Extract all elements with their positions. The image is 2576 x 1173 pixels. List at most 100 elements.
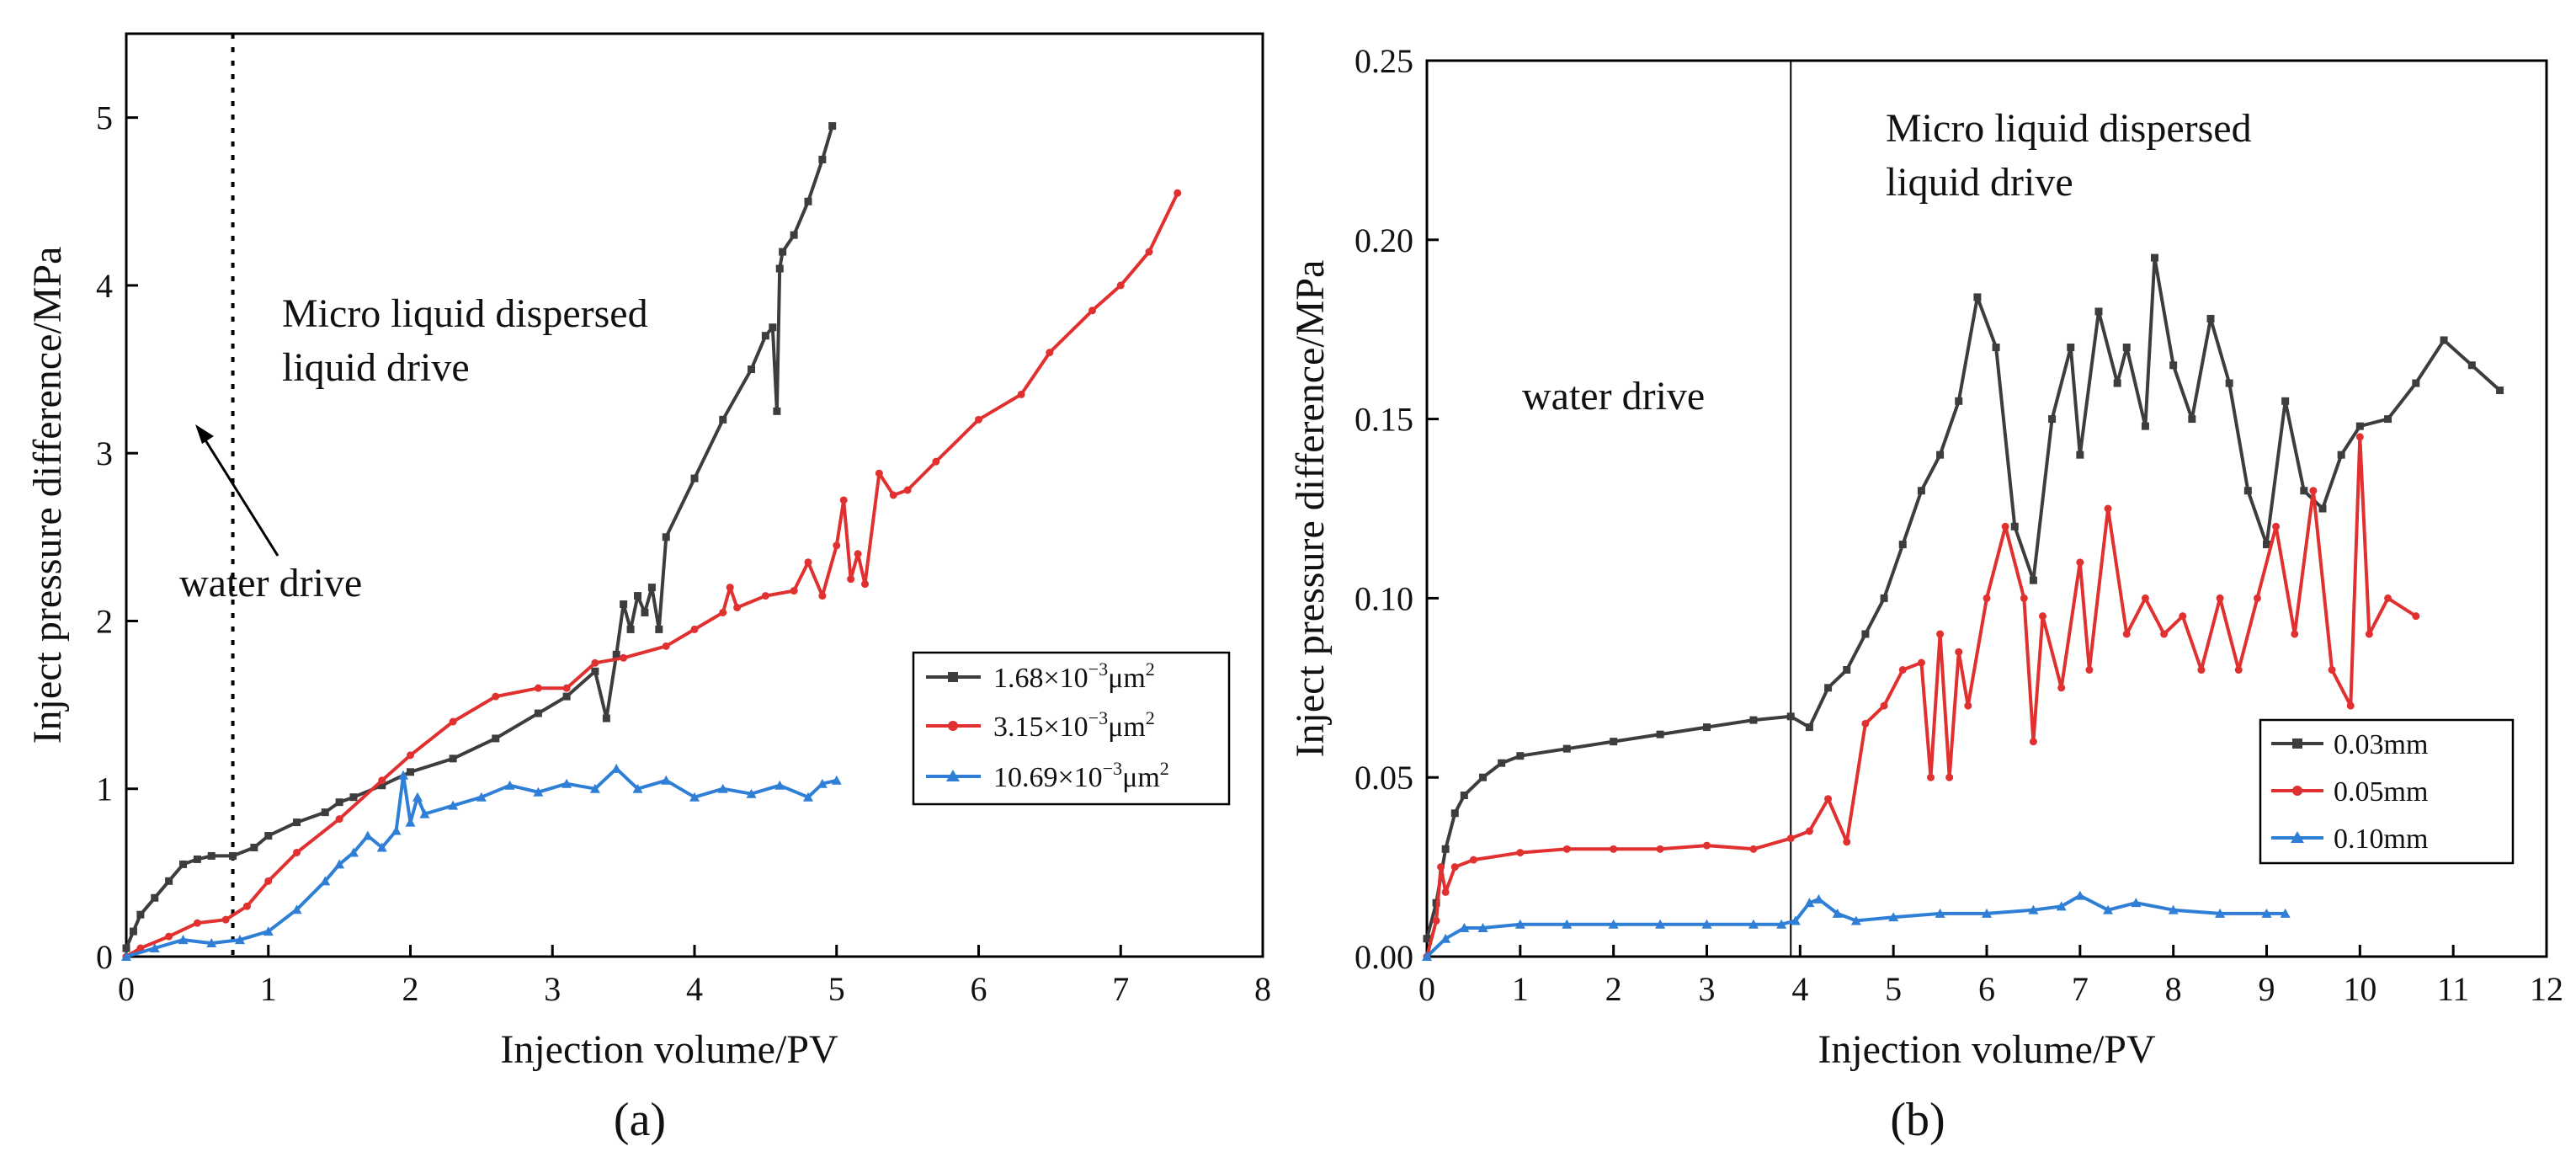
x-axis-label-a: Injection volume/PV (500, 1027, 838, 1072)
data-point-b-0-46 (2384, 415, 2392, 424)
data-point-a-1-17 (662, 642, 670, 650)
data-point-a-1-21 (733, 604, 742, 612)
data-point-a-0-37 (775, 264, 784, 273)
svg-text:0.10mm: 0.10mm (2334, 824, 2428, 855)
y-axis-ticks-b: 0.00 0.05 0.10 0.15 0.20 0.25 (1355, 42, 1439, 976)
data-point-a-1-37 (1046, 349, 1054, 357)
data-point-b-1-29 (2039, 612, 2046, 621)
data-point-b-0-47 (2412, 379, 2420, 387)
data-point-b-2-22 (2103, 904, 2114, 914)
data-point-b-1-21 (1936, 630, 1945, 638)
data-point-b-2-14 (1832, 908, 1843, 918)
svg-text:0.05mm: 0.05mm (2334, 776, 2428, 808)
data-point-b-2-15 (1850, 915, 1861, 925)
data-point-b-1-18 (1898, 666, 1907, 674)
data-point-a-2-4 (235, 935, 245, 945)
data-point-b-1-6 (1516, 849, 1525, 857)
plot-area-a (125, 32, 1264, 958)
data-point-b-1-28 (2029, 738, 2037, 746)
x-tick-label-a-2: 2 (402, 970, 419, 1008)
data-point-b-0-10 (1656, 730, 1664, 738)
data-point-b-2-23 (2131, 898, 2142, 908)
data-point-b-1-34 (2122, 630, 2131, 638)
svg-text:1.68×10−3μm2: 1.68×10−3μm2 (993, 658, 1155, 694)
panel-label-b: (b) (1890, 1094, 1945, 1146)
x-tick-label-b-11: 11 (2437, 970, 2470, 1008)
data-point-a-1-7 (293, 848, 301, 856)
data-point-b-1-30 (2057, 684, 2066, 692)
annotation-water-drive-a: water drive (179, 561, 362, 605)
data-point-a-0-12 (321, 808, 329, 817)
x-tick-label-a-5: 5 (828, 970, 845, 1008)
data-point-b-0-22 (1955, 397, 1963, 405)
data-point-a-1-13 (534, 684, 542, 692)
data-point-b-0-11 (1703, 723, 1711, 732)
legend-a: 1.68×10−3μm2 3.15×10−3μm2 10.69×10−3μm2 (912, 651, 1231, 806)
data-point-a-2-3 (206, 938, 217, 948)
data-point-b-0-9 (1610, 738, 1618, 746)
data-point-a-0-9 (250, 843, 258, 851)
data-point-a-2-29 (774, 780, 785, 790)
data-point-a-0-23 (612, 650, 620, 658)
data-point-a-2-5 (263, 926, 274, 936)
data-point-a-0-15 (378, 781, 386, 790)
data-point-a-0-0 (122, 944, 130, 952)
data-point-a-1-32 (889, 491, 897, 499)
data-point-a-1-14 (562, 684, 571, 692)
data-point-a-0-38 (779, 248, 787, 256)
data-point-a-2-9 (349, 847, 359, 857)
data-point-a-1-39 (1116, 281, 1125, 290)
annotation-water-drive-b: water drive (1522, 374, 1705, 419)
data-point-b-0-6 (1498, 759, 1506, 767)
data-point-b-1-24 (1964, 701, 1972, 710)
data-point-a-0-42 (828, 122, 837, 131)
data-point-b-0-4 (1460, 791, 1468, 799)
x-tick-label-b-6: 6 (1978, 970, 1995, 1008)
data-point-a-2-19 (504, 780, 515, 790)
data-point-b-1-22 (1945, 773, 1954, 781)
y-tick-label-b-0: 0.00 (1355, 938, 1413, 976)
series-group-a (121, 122, 1182, 961)
y-tick-label-a-5: 5 (96, 99, 113, 137)
data-point-b-0-7 (1516, 752, 1525, 760)
data-point-b-2-10 (1776, 919, 1787, 929)
data-point-b-1-13 (1805, 827, 1813, 835)
legend-entry-a-0: 1.68×10−3μm2 (926, 658, 1155, 694)
data-point-a-2-7 (320, 876, 331, 886)
data-point-a-0-5 (179, 860, 187, 868)
data-point-a-0-35 (769, 323, 777, 332)
data-point-b-0-3 (1450, 809, 1459, 818)
x-tick-label-b-9: 9 (2259, 970, 2275, 1008)
data-point-b-2-19 (2028, 904, 2039, 914)
data-point-b-0-2 (1441, 845, 1450, 853)
data-point-b-1-12 (1786, 834, 1795, 843)
data-point-a-0-30 (662, 533, 670, 541)
data-point-b-1-16 (1861, 719, 1870, 728)
data-point-b-2-3 (1477, 922, 1488, 932)
data-point-a-0-21 (591, 667, 599, 675)
x-tick-label-b-12: 12 (2530, 970, 2563, 1008)
data-point-b-0-31 (2113, 379, 2121, 387)
data-point-a-0-34 (761, 332, 769, 340)
x-tick-label-b-3: 3 (1699, 970, 1716, 1008)
data-point-a-1-26 (833, 541, 841, 550)
data-point-a-0-39 (790, 231, 798, 239)
data-point-b-1-19 (1917, 658, 1925, 667)
data-point-a-0-29 (655, 625, 663, 633)
data-point-b-1-17 (1880, 701, 1888, 710)
data-point-b-0-12 (1749, 716, 1758, 724)
data-point-b-2-9 (1748, 919, 1759, 929)
data-point-b-2-6 (1608, 919, 1619, 929)
data-point-b-0-19 (1898, 541, 1907, 549)
data-point-a-2-14 (405, 817, 416, 827)
y-tick-label-b-1: 0.05 (1355, 759, 1413, 797)
x-tick-label-b-8: 8 (2165, 970, 2182, 1008)
data-point-a-1-35 (975, 415, 982, 424)
data-point-a-1-34 (932, 457, 940, 466)
data-point-a-1-25 (818, 592, 827, 600)
y-tick-label-a-4: 4 (96, 267, 113, 305)
data-point-a-2-18 (476, 792, 487, 802)
data-point-a-2-27 (717, 783, 728, 793)
y-tick-label-a-3: 3 (96, 435, 113, 472)
